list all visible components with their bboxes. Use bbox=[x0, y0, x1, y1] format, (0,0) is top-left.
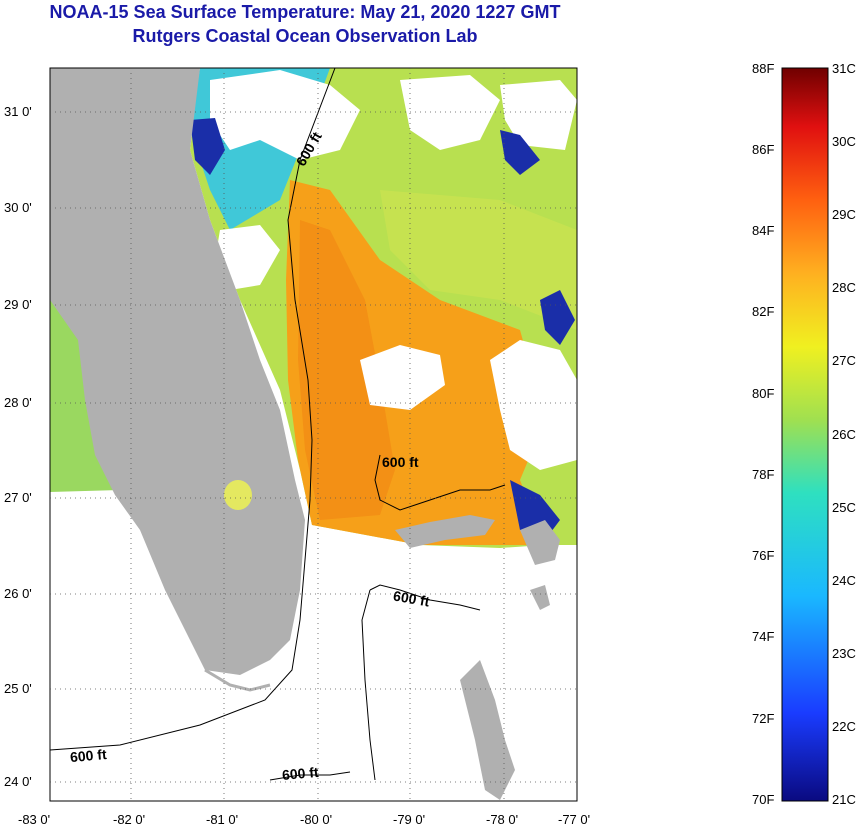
lake-okeechobee bbox=[224, 480, 252, 510]
colorbar-f-label: 70F bbox=[752, 792, 774, 807]
grand-bahama bbox=[395, 515, 495, 548]
lon-label: -77 0' bbox=[558, 812, 590, 827]
colorbar-f-label: 74F bbox=[752, 629, 774, 644]
colorbar-c-label: 25C bbox=[832, 500, 856, 515]
map-frame bbox=[49, 67, 578, 802]
gulf-stream-hot bbox=[298, 220, 395, 520]
colorbar-c-label: 22C bbox=[832, 719, 856, 734]
colorbar-c-label: 27C bbox=[832, 353, 856, 368]
andros bbox=[460, 660, 515, 800]
lat-label: 28 0' bbox=[4, 395, 32, 410]
lon-label: -78 0' bbox=[486, 812, 518, 827]
lat-label: 26 0' bbox=[4, 586, 32, 601]
colorbar-c-label: 30C bbox=[832, 134, 856, 149]
colorbar-f-label: 84F bbox=[752, 223, 774, 238]
colorbar-c-label: 23C bbox=[832, 646, 856, 661]
map-subtitle: Rutgers Coastal Ocean Observation Lab bbox=[132, 26, 478, 46]
colorbar-c-label: 21C bbox=[832, 792, 856, 807]
colorbar-f-label: 76F bbox=[752, 548, 774, 563]
lat-label: 24 0' bbox=[4, 774, 32, 789]
colorbar-c-label: 28C bbox=[832, 280, 856, 295]
colorbar-f-label: 80F bbox=[752, 386, 774, 401]
colorbar-c-label: 31C bbox=[832, 61, 856, 76]
map-area: 600 ft 600 ft 600 ft 600 ft 600 ft bbox=[50, 68, 577, 800]
contour-label-bahamas: 600 ft bbox=[382, 454, 419, 470]
lon-label: -83 0' bbox=[18, 812, 50, 827]
lat-label: 25 0' bbox=[4, 681, 32, 696]
lat-label: 31 0' bbox=[4, 104, 32, 119]
colorbar-c-label: 29C bbox=[832, 207, 856, 222]
colorbar-f-label: 88F bbox=[752, 61, 774, 76]
colorbar bbox=[781, 67, 829, 802]
colorbar-c-label: 26C bbox=[832, 427, 856, 442]
cool-band bbox=[380, 190, 577, 330]
lon-label: -80 0' bbox=[300, 812, 332, 827]
colorbar-f-label: 72F bbox=[752, 711, 774, 726]
colorbar-c-label: 24C bbox=[832, 573, 856, 588]
contour-label-south: 600 ft bbox=[281, 764, 319, 783]
contour-label-gulf: 600 ft bbox=[69, 746, 107, 765]
florida-land bbox=[50, 68, 305, 675]
abaco bbox=[520, 520, 560, 565]
colorbar-f-label: 86F bbox=[752, 142, 774, 157]
graticule bbox=[50, 68, 577, 801]
map-title: NOAA-15 Sea Surface Temperature: May 21,… bbox=[49, 2, 561, 22]
lat-label: 29 0' bbox=[4, 297, 32, 312]
contour-label-straits: 600 ft bbox=[392, 587, 431, 609]
eleuthera bbox=[530, 585, 550, 610]
colorbar-f-label: 78F bbox=[752, 467, 774, 482]
lat-label: 30 0' bbox=[4, 200, 32, 215]
lon-label: -82 0' bbox=[113, 812, 145, 827]
colorbar-f-label: 82F bbox=[752, 304, 774, 319]
lat-label: 27 0' bbox=[4, 490, 32, 505]
depth-contours bbox=[50, 68, 506, 781]
florida-keys bbox=[204, 668, 271, 692]
lon-label: -81 0' bbox=[206, 812, 238, 827]
lon-label: -79 0' bbox=[393, 812, 425, 827]
